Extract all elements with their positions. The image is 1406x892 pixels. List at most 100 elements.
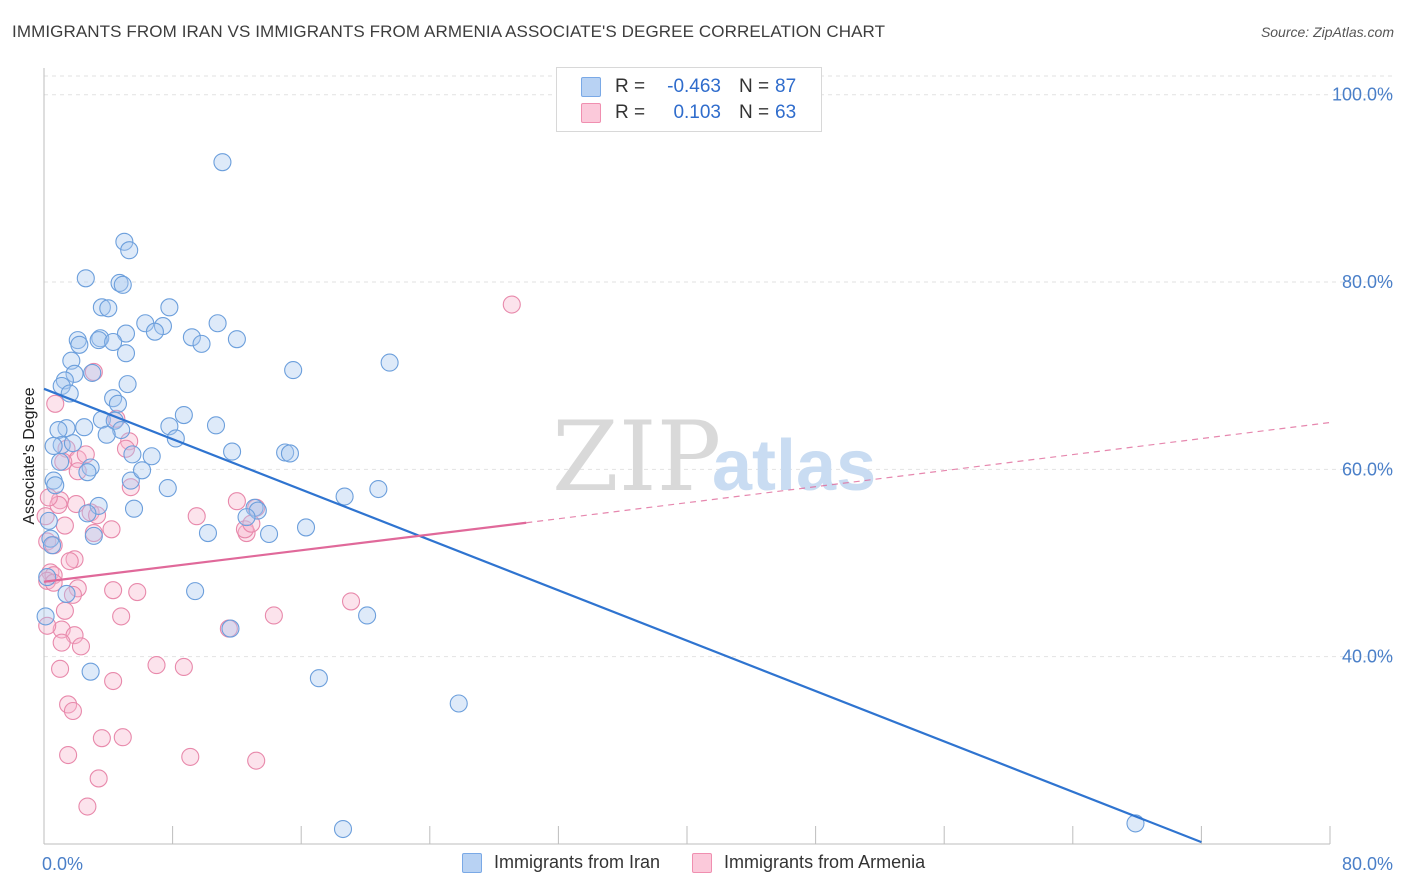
bottom-legend-armenia: Immigrants from Armenia (692, 852, 925, 873)
iran-point (104, 389, 123, 408)
armenia-trend-extension (526, 421, 1331, 524)
iran-point (121, 471, 140, 490)
iran-legend-swatch (462, 852, 482, 873)
iran-point (145, 322, 164, 341)
iran-point (192, 334, 211, 353)
armenia-swatch (581, 103, 601, 123)
iran-n-value: 87 (775, 76, 797, 97)
iran-point (208, 314, 227, 333)
armenia-point (121, 478, 140, 497)
chart-title: IMMIGRANTS FROM IRAN VS IMMIGRANTS FROM … (12, 22, 886, 41)
iran-point (89, 331, 108, 350)
armenia-point (55, 601, 74, 620)
iran-point (118, 375, 137, 394)
iran-point (248, 501, 267, 520)
iran-point (97, 425, 116, 444)
iran-point (182, 328, 201, 347)
iran-point (158, 479, 177, 498)
iran-point (206, 416, 226, 435)
iran-point (280, 444, 299, 463)
armenia-point (112, 607, 131, 626)
iran-point (75, 418, 94, 437)
iran-point (120, 241, 139, 260)
armenia-point (78, 797, 97, 816)
iran-point (335, 487, 354, 506)
x-tick-label: 0.0% (42, 854, 83, 874)
bottom-legend: Immigrants from Iran Immigrants from Arm… (462, 852, 957, 873)
watermark-atlas: atlas (712, 426, 876, 506)
y-tick-label: 60.0% (1342, 459, 1393, 479)
armenia-point (92, 729, 111, 748)
armenia-point (104, 671, 123, 691)
iran-point (78, 504, 97, 523)
armenia-point (104, 581, 123, 600)
y-tick-label: 40.0% (1342, 647, 1393, 667)
axes (43, 68, 1331, 845)
y-axis-label: Associate's Degree (21, 387, 38, 524)
armenia-point (84, 362, 103, 382)
armenia-point (51, 659, 70, 678)
armenia-point (60, 552, 79, 571)
iran-point (65, 364, 84, 383)
iran-point (116, 324, 136, 343)
iran-r-label: R = (615, 76, 646, 97)
legend: R = -0.463 N = 87 R = 0.103 N = 63 (556, 67, 822, 132)
iran-point (223, 442, 242, 461)
armenia-point (187, 507, 206, 526)
iran-point (115, 232, 134, 251)
armenia-points (36, 295, 521, 816)
iran-point (449, 694, 468, 713)
iran-point (221, 619, 240, 638)
armenia-trend-line (43, 521, 527, 583)
iran-r-value: -0.463 (667, 76, 721, 97)
iran-point (124, 499, 144, 518)
iran-point (284, 361, 303, 380)
iran-point (78, 463, 97, 482)
iran-point (92, 298, 111, 317)
iran-point (237, 508, 256, 527)
iran-point (104, 332, 123, 352)
armenia-legend-swatch (692, 852, 713, 873)
iran-points (36, 153, 1145, 839)
grid-lines (44, 75, 1392, 658)
armenia-point (113, 728, 132, 747)
iran-point (42, 536, 62, 555)
iran-point (76, 269, 95, 288)
iran-point (133, 461, 152, 480)
iran-point (123, 445, 142, 464)
y-tick-label: 100.0% (1332, 85, 1393, 105)
armenia-n-value: 63 (775, 102, 797, 123)
iran-point (227, 330, 246, 349)
iran-point (44, 436, 63, 456)
iran-point (38, 568, 57, 587)
armenia-point (128, 583, 147, 602)
armenia-point (264, 606, 283, 625)
iran-point (309, 669, 328, 688)
iran-point (358, 606, 377, 625)
armenia-point (227, 492, 246, 511)
iran-point (49, 420, 68, 440)
armenia-point (502, 295, 521, 314)
iran-point (39, 511, 58, 530)
tick-labels: 40.0% 60.0% 80.0% 100.0% 0.0% 80.0% (42, 85, 1393, 874)
iran-point (51, 452, 70, 471)
iran-point (110, 273, 129, 293)
iran-point (296, 518, 316, 537)
armenia-r-label: R = (615, 102, 646, 123)
iran-point (81, 662, 100, 681)
iran-point (259, 524, 279, 544)
armenia-point (247, 751, 266, 770)
armenia-point (341, 592, 361, 611)
iran-point (142, 447, 161, 466)
iran-point (70, 335, 89, 354)
iran-point (41, 529, 60, 548)
iran-point (160, 298, 179, 317)
iran-trend-line (43, 387, 1202, 844)
iran-point (46, 476, 65, 495)
armenia-point (63, 585, 82, 604)
iran-legend-label: Immigrants from Iran (494, 852, 661, 872)
iran-point (36, 607, 55, 626)
bottom-legend-iran: Immigrants from Iran (462, 852, 660, 873)
armenia-point (71, 637, 91, 656)
iran-point (57, 584, 76, 603)
